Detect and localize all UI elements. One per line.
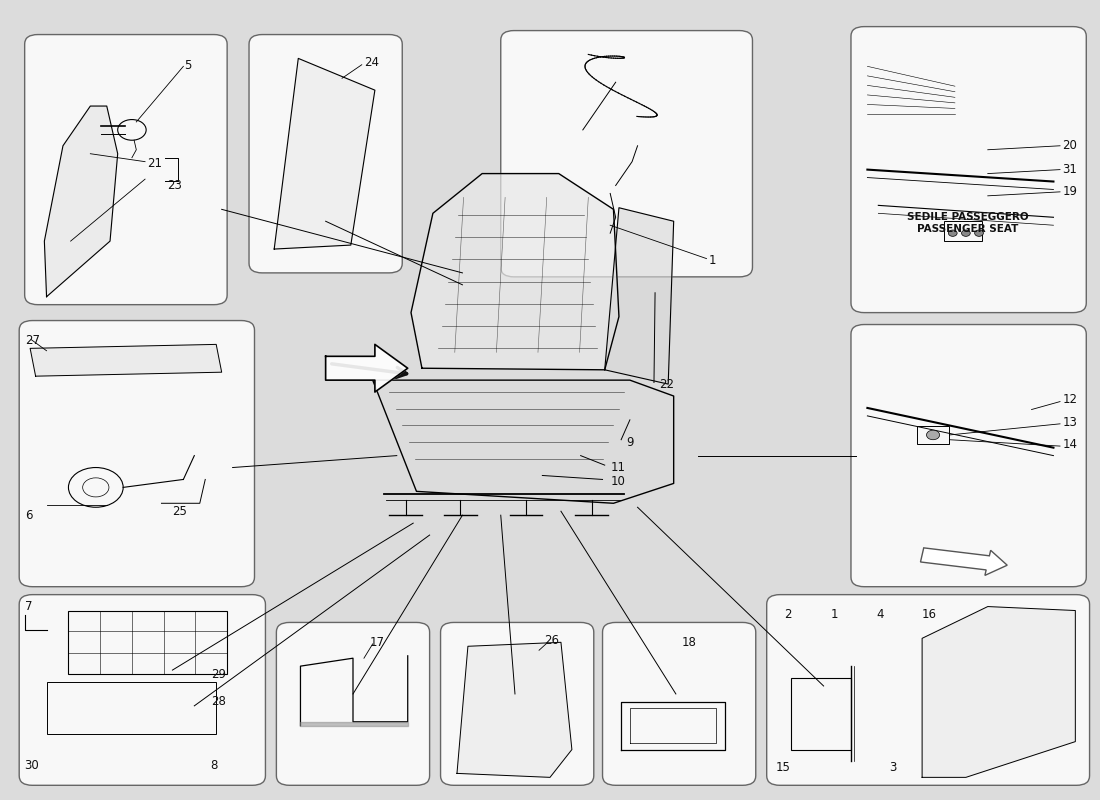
Text: 3: 3 [889,761,896,774]
Text: 22: 22 [659,378,674,390]
Text: 4: 4 [876,608,883,621]
FancyBboxPatch shape [767,594,1090,786]
Polygon shape [274,58,375,249]
Polygon shape [373,380,673,503]
Text: 13: 13 [1063,416,1077,429]
Circle shape [948,230,957,236]
Bar [944,222,982,241]
FancyBboxPatch shape [276,622,430,786]
Text: 9: 9 [627,436,634,449]
Text: 28: 28 [211,695,226,708]
Circle shape [975,230,983,236]
FancyArrow shape [921,548,1008,575]
Text: 19: 19 [1063,186,1077,198]
Text: 2: 2 [784,608,792,621]
FancyBboxPatch shape [851,325,1087,586]
Bar [916,426,949,444]
Text: 5: 5 [185,59,191,72]
Text: 1: 1 [830,608,838,621]
Text: 24: 24 [364,56,378,69]
Text: 30: 30 [24,759,40,772]
Text: 31: 31 [1063,163,1077,176]
Text: 11: 11 [610,461,625,474]
Bar [46,682,217,734]
Polygon shape [922,606,1076,778]
Text: 20: 20 [1063,139,1077,152]
FancyBboxPatch shape [19,594,265,786]
Text: 10: 10 [610,474,625,487]
Bar [68,610,227,674]
Text: 15: 15 [776,761,790,774]
FancyBboxPatch shape [441,622,594,786]
Text: 25: 25 [173,505,187,518]
Polygon shape [30,344,222,376]
Polygon shape [456,642,572,778]
Polygon shape [44,106,118,297]
Circle shape [961,230,970,236]
Text: 27: 27 [24,334,40,347]
Text: 8: 8 [211,759,218,772]
Text: 1: 1 [708,254,716,267]
FancyBboxPatch shape [249,34,403,273]
Polygon shape [605,208,673,384]
FancyBboxPatch shape [603,622,756,786]
FancyBboxPatch shape [851,26,1087,313]
Text: 18: 18 [681,636,696,649]
FancyBboxPatch shape [500,30,752,277]
Text: 12: 12 [1063,394,1077,406]
FancyBboxPatch shape [24,34,227,305]
Text: SEDILE PASSEGGERO: SEDILE PASSEGGERO [908,212,1028,222]
Circle shape [926,430,939,440]
Text: 23: 23 [167,179,182,192]
FancyBboxPatch shape [19,321,254,586]
Polygon shape [411,174,619,370]
Bar [791,678,851,750]
Text: 21: 21 [147,157,162,170]
Text: 7: 7 [24,600,32,613]
Text: 29: 29 [211,667,226,681]
Text: PASSENGER SEAT: PASSENGER SEAT [917,224,1019,234]
Text: 17: 17 [370,636,384,649]
Text: 14: 14 [1063,438,1077,451]
Polygon shape [300,722,408,726]
Text: 26: 26 [544,634,560,647]
Polygon shape [326,344,408,392]
Text: 6: 6 [24,509,32,522]
Text: 16: 16 [922,608,937,621]
